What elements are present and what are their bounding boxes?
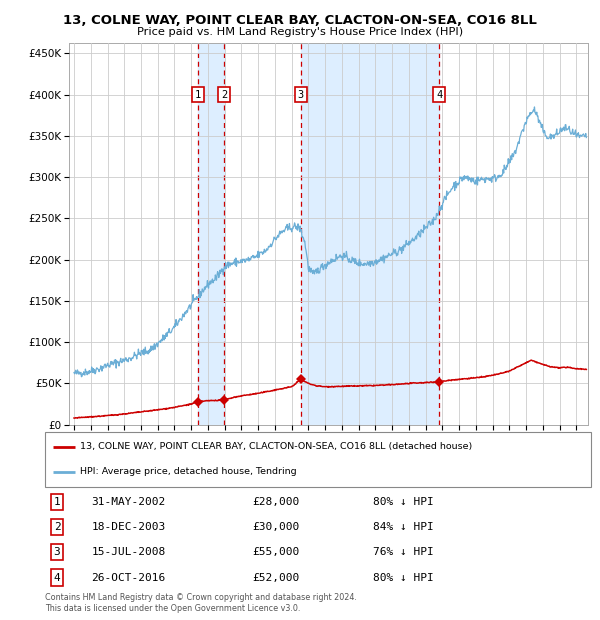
Text: 15-JUL-2008: 15-JUL-2008 [91,547,166,557]
Text: 26-OCT-2016: 26-OCT-2016 [91,573,166,583]
Bar [198,43,224,425]
Text: 4: 4 [436,89,442,100]
Text: 80% ↓ HPI: 80% ↓ HPI [373,497,433,507]
Bar [301,43,439,425]
Text: 84% ↓ HPI: 84% ↓ HPI [373,522,433,532]
Text: 31-MAY-2002: 31-MAY-2002 [91,497,166,507]
Text: 4: 4 [53,573,61,583]
FancyBboxPatch shape [45,432,591,487]
Text: Contains HM Land Registry data © Crown copyright and database right 2024.: Contains HM Land Registry data © Crown c… [45,593,357,602]
Text: Price paid vs. HM Land Registry's House Price Index (HPI): Price paid vs. HM Land Registry's House … [137,27,463,37]
Text: 1: 1 [53,497,61,507]
Text: 18-DEC-2003: 18-DEC-2003 [91,522,166,532]
Text: 80% ↓ HPI: 80% ↓ HPI [373,573,433,583]
Text: 13, COLNE WAY, POINT CLEAR BAY, CLACTON-ON-SEA, CO16 8LL (detached house): 13, COLNE WAY, POINT CLEAR BAY, CLACTON-… [80,443,473,451]
Text: £30,000: £30,000 [253,522,300,532]
Text: 76% ↓ HPI: 76% ↓ HPI [373,547,433,557]
Text: £52,000: £52,000 [253,573,300,583]
Text: 2: 2 [221,89,227,100]
Text: HPI: Average price, detached house, Tendring: HPI: Average price, detached house, Tend… [80,467,297,476]
Text: 3: 3 [298,89,304,100]
Text: £28,000: £28,000 [253,497,300,507]
Text: 13, COLNE WAY, POINT CLEAR BAY, CLACTON-ON-SEA, CO16 8LL: 13, COLNE WAY, POINT CLEAR BAY, CLACTON-… [63,14,537,27]
Text: 3: 3 [53,547,61,557]
Text: 2: 2 [53,522,61,532]
Text: 1: 1 [195,89,202,100]
Text: £55,000: £55,000 [253,547,300,557]
Text: This data is licensed under the Open Government Licence v3.0.: This data is licensed under the Open Gov… [45,604,301,613]
